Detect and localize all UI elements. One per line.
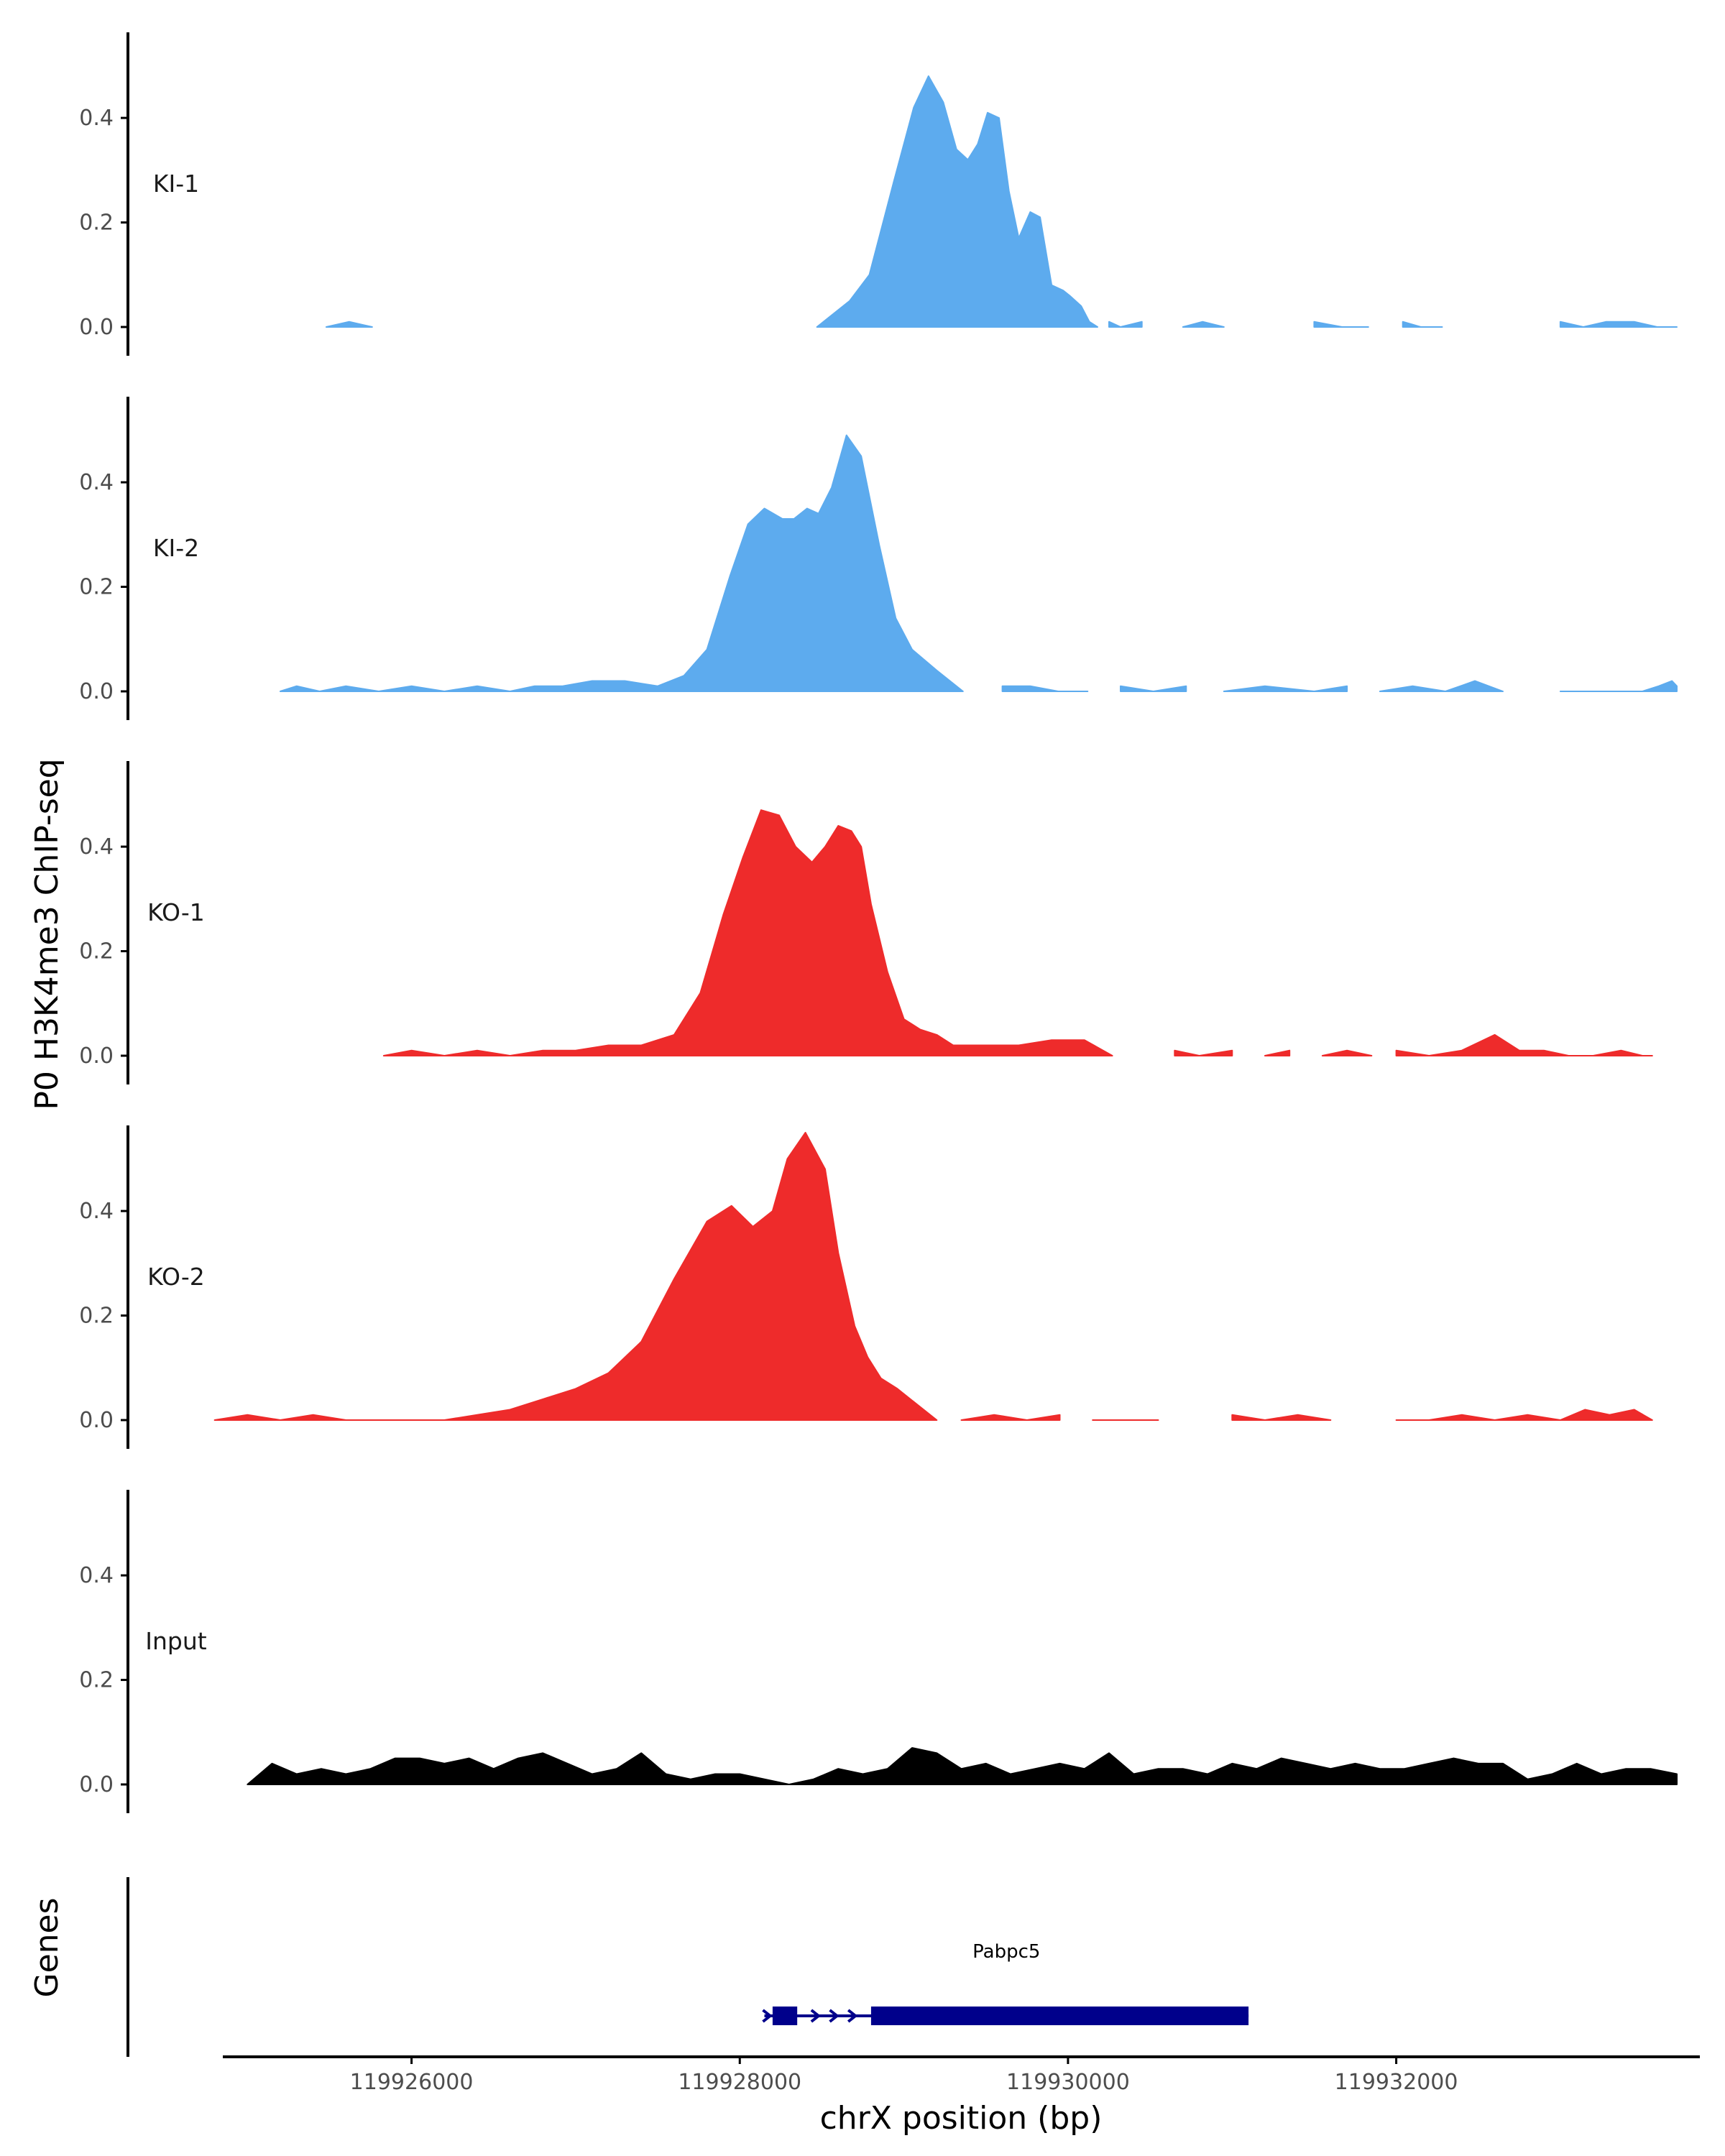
coverage-area-segment — [1313, 321, 1369, 328]
genes-track-title: Genes — [29, 1897, 65, 1997]
y-tick-label: 0.2 — [79, 575, 114, 600]
track-panel-ko-1: 0.0 0.2 0.4 KO-1 — [79, 761, 1653, 1084]
x-tick-label: 119930000 — [1006, 2070, 1130, 2095]
track-panel-ko-2: 0.0 0.2 0.4 KO-2 — [79, 1125, 1653, 1449]
y-tick-label: 0.2 — [79, 939, 114, 964]
strand-arrow-icon — [829, 2009, 840, 2023]
x-tick-label: 119932000 — [1335, 2070, 1458, 2095]
coverage-area-segment — [1321, 1049, 1373, 1056]
x-axis: 119926000 119928000 119930000 119932000 — [223, 2055, 1700, 2095]
strand-arrow-icon — [847, 2009, 858, 2023]
coverage-area-segment — [1001, 685, 1089, 692]
strand-arrow-icon — [810, 2009, 822, 2023]
x-tick-label: 119926000 — [350, 2070, 474, 2095]
y-tick-label: 0.4 — [79, 106, 114, 131]
coverage-area-segment — [1402, 321, 1443, 328]
coverage-area-segment — [1559, 321, 1678, 328]
y-axis-title: P0 H3K4me3 ChIP-seq — [29, 758, 65, 1110]
track-panel-ki-1: 0.0 0.2 0.4 KI-1 — [79, 32, 1678, 356]
coverage-area-segment — [1231, 1414, 1332, 1421]
coverage-area-segment — [816, 75, 1098, 328]
x-tick-label: 119928000 — [678, 2070, 801, 2095]
coverage-area-segment — [279, 434, 964, 692]
coverage-area-segment — [1120, 685, 1187, 692]
tracks-layer: 0.00.20.4KI-10.00.20.4KI-20.00.20.4KO-10… — [79, 32, 1678, 1813]
gene-exon — [870, 2007, 1249, 2025]
y-tick-label: 0.0 — [79, 679, 114, 704]
coverage-area-segment — [1108, 321, 1143, 328]
gene-exon — [772, 2007, 798, 2025]
coverage-area-segment — [1395, 1409, 1653, 1421]
y-tick-label: 0.4 — [79, 1563, 114, 1588]
y-tick-label: 0.2 — [79, 1668, 114, 1693]
coverage-area-segment — [1174, 1049, 1233, 1056]
y-tick-label: 0.2 — [79, 1304, 114, 1329]
coverage-area-segment — [1395, 1033, 1653, 1056]
track-label: KI-1 — [153, 170, 199, 198]
y-tick-label: 0.0 — [79, 315, 114, 340]
track-label: KI-2 — [153, 534, 199, 562]
coverage-area-segment — [1559, 680, 1678, 692]
coverage-area-segment — [382, 809, 1113, 1056]
track-panel-ki-2: 0.0 0.2 0.4 KI-2 — [79, 397, 1678, 720]
coverage-area-segment — [247, 1747, 1678, 1785]
strand-arrow-icon — [762, 2009, 773, 2023]
track-label: Input — [145, 1627, 207, 1655]
y-tick-label: 0.4 — [79, 1199, 114, 1224]
coverage-area-segment — [1379, 680, 1504, 692]
y-tick-label: 0.4 — [79, 834, 114, 860]
y-tick-label: 0.2 — [79, 211, 114, 236]
coverage-area-segment — [1264, 1049, 1291, 1056]
coverage-area-segment — [325, 321, 373, 328]
coverage-area-segment — [1182, 321, 1225, 328]
gene-name-label: Pabpc5 — [972, 1941, 1040, 1963]
track-label: KO-1 — [147, 898, 205, 926]
y-tick-label: 0.0 — [79, 1408, 114, 1433]
coverage-area-segment — [213, 1132, 938, 1421]
track-panel-input: 0.0 0.2 0.4 Input — [79, 1490, 1678, 1813]
track-label: KO-2 — [147, 1263, 205, 1291]
y-tick-label: 0.0 — [79, 1772, 114, 1797]
gene-track: Pabpc5 — [126, 1877, 1249, 2057]
x-axis-title: chrX position (bp) — [820, 2100, 1103, 2137]
y-tick-label: 0.0 — [79, 1044, 114, 1069]
coverage-area-segment — [960, 1414, 1061, 1421]
y-tick-label: 0.4 — [79, 470, 114, 495]
coverage-area-segment — [1223, 685, 1348, 692]
